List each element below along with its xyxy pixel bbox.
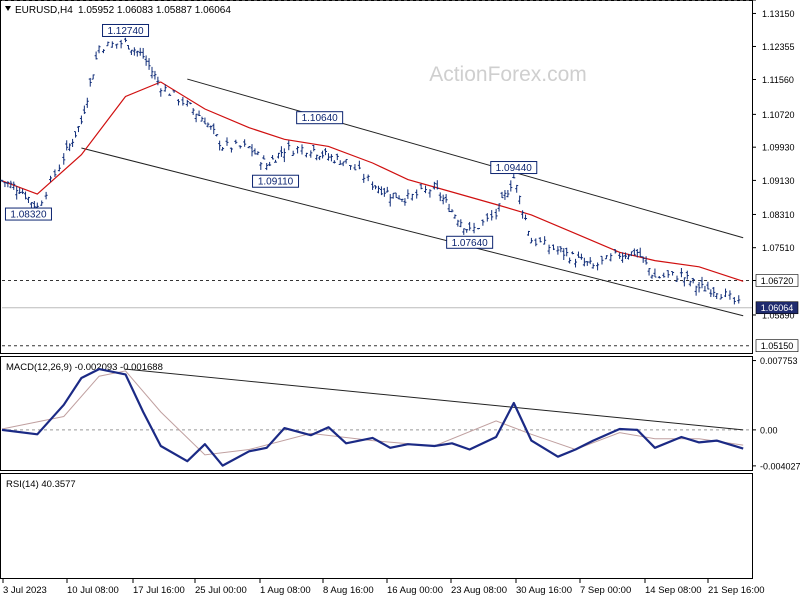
swing-label-box — [446, 235, 494, 249]
swing-label-box — [490, 161, 538, 175]
x-tick-label: 14 Sep 08:00 — [645, 585, 702, 596]
macd-y-tick-label: 0.00 — [760, 425, 778, 435]
swing-label: 1.09110 — [258, 177, 294, 188]
price-bars — [0, 37, 741, 305]
x-tick-label: 30 Aug 16:00 — [516, 585, 572, 596]
price-y-tick-label: 1.13150 — [762, 9, 795, 19]
x-tick-label: 16 Aug 00:00 — [387, 585, 443, 596]
price-panel: 1.13150 1.12355 1.11560 1.10720 1.09930 1.091… — [0, 9, 799, 352]
rsi-y-tick-label: 100 — [762, 0, 777, 2]
rsi-y-tick-label: 30 — [762, 0, 772, 2]
price-y-tick-label: 1.10720 — [762, 110, 795, 120]
x-tick-label: 23 Aug 08:00 — [451, 585, 507, 596]
channel-lower-line — [81, 147, 744, 317]
price-y-tick-label: 1.05890 — [762, 310, 795, 320]
swing-label: 1.07640 — [452, 238, 489, 249]
x-tick-label: 3 Jul 2023 — [3, 585, 47, 596]
rsi-title: RSI(14) 40.3577 — [6, 479, 76, 490]
rsi-y-tick-label: 70 — [762, 0, 772, 2]
price-y-tick-label: 1.12355 — [762, 42, 795, 52]
macd-line — [1, 368, 744, 467]
x-tick-label: 17 Jul 16:00 — [133, 585, 185, 596]
triangle-icon — [5, 6, 11, 11]
rsi-panel-frame — [0, 473, 753, 579]
symbol-timeframe: EURUSD,H4 — [15, 5, 73, 16]
price-label-box — [755, 301, 799, 315]
price-label: 1.06064 — [761, 303, 794, 313]
price-label: 1.06720 — [761, 276, 794, 286]
price-label-box — [755, 339, 799, 352]
macd-y-tick-label: -0.004027 — [760, 461, 800, 471]
x-tick-label: 25 Jul 00:00 — [195, 585, 247, 596]
x-tick-label: 8 Aug 16:00 — [323, 585, 374, 596]
header-icon — [5, 6, 11, 11]
price-y-tick-label: 1.08310 — [762, 210, 795, 220]
watermark-text: ActionForex.com — [429, 63, 587, 86]
x-tick-label: 10 Jul 08:00 — [67, 585, 119, 596]
price-panel-frame — [0, 0, 753, 354]
x-tick-label: 7 Sep 00:00 — [580, 585, 631, 596]
x-axis: 3 Jul 2023 10 Jul 08:00 17 Jul 16:00 25 Jul… — [2, 578, 765, 596]
macd-trendline — [125, 368, 744, 431]
swing-label: 1.09440 — [496, 163, 533, 174]
swing-label-box — [4, 207, 52, 221]
swing-label: 1.08320 — [10, 210, 47, 221]
rsi-panel: RSI(14) 40.3577 1007030 — [2, 0, 777, 490]
price-y-tick-label: 1.07510 — [762, 243, 795, 253]
macd-y-tick-label: 0.007753 — [760, 356, 798, 366]
macd-panel: MACD(12,26,9) -0.002093 -0.001688 0.0077… — [1, 356, 800, 471]
x-tick-label: 1 Aug 08:00 — [260, 585, 311, 596]
x-tick-label: 21 Sep 16:00 — [708, 585, 765, 596]
swing-label-box — [102, 23, 150, 37]
moving-average-line — [1, 81, 744, 282]
price-y-tick-label: 1.11560 — [762, 75, 794, 85]
ohlc-readout: 1.05952 1.06083 1.05887 1.06064 — [78, 5, 231, 16]
channel-upper-line — [187, 78, 744, 239]
swing-label-box — [296, 111, 344, 125]
swing-label: 1.10640 — [302, 113, 339, 124]
price-y-tick-label: 1.09130 — [762, 176, 795, 186]
price-label-box — [755, 274, 799, 287]
swing-label: 1.12740 — [107, 26, 144, 37]
price-y-tick-label: 1.09930 — [762, 143, 795, 153]
price-label: 1.05150 — [761, 341, 794, 351]
macd-title: MACD(12,26,9) -0.002093 -0.001688 — [6, 362, 163, 373]
swing-label-box — [252, 174, 300, 188]
